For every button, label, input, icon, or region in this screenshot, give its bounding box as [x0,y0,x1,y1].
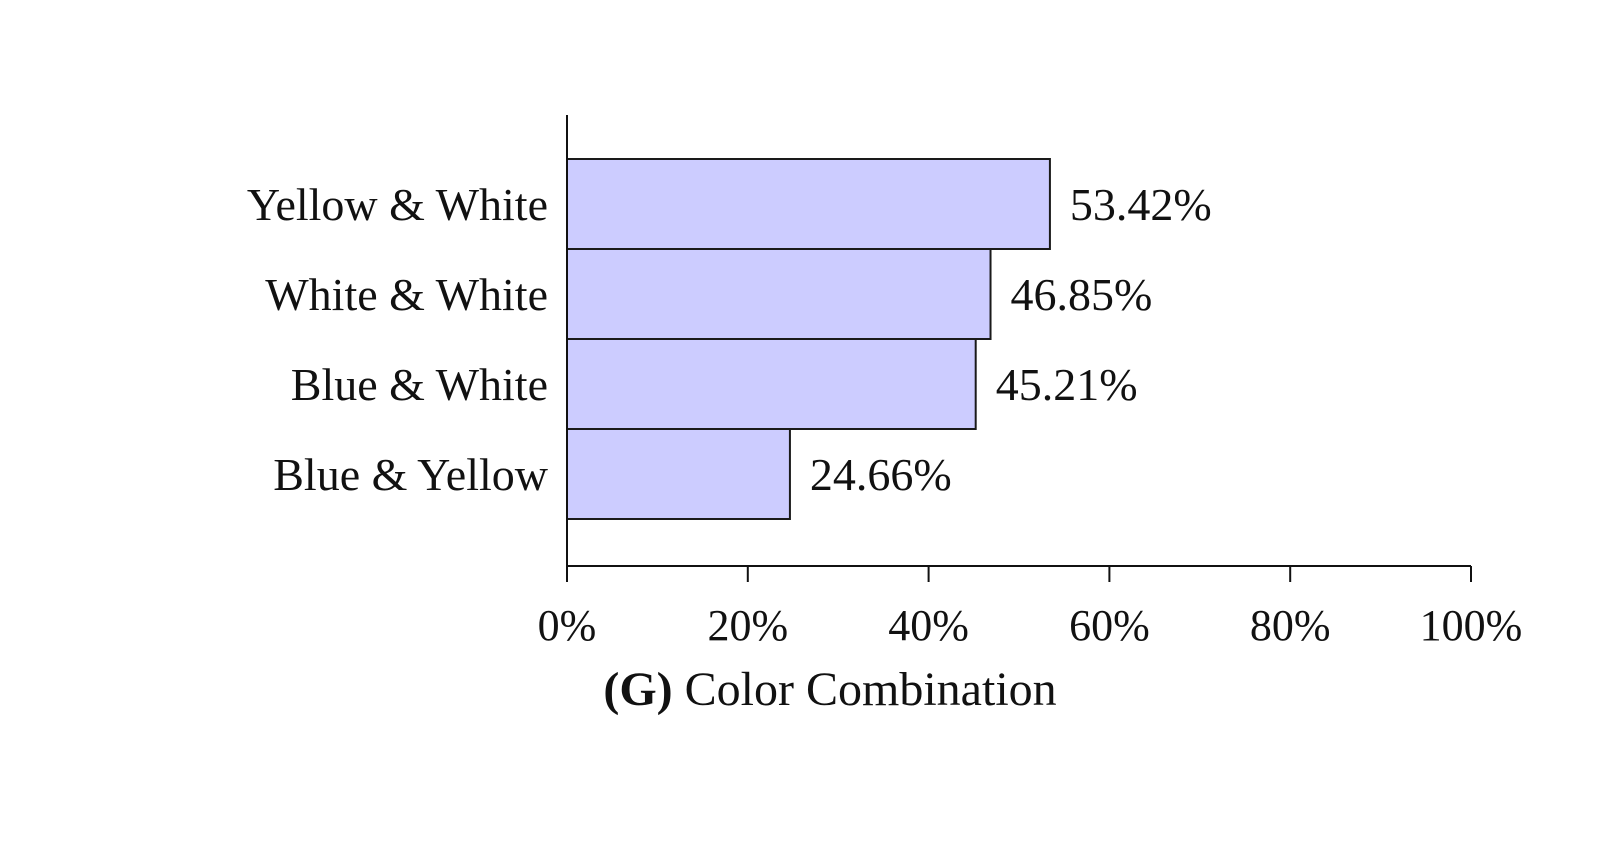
bar [566,158,1051,250]
x-tick-label: 80% [1250,601,1331,650]
bar [566,248,992,340]
category-label: Blue & Yellow [273,449,549,500]
x-tick-label: 40% [888,601,969,650]
x-tick-label: 100% [1420,601,1523,650]
value-label: 53.42% [1070,179,1212,230]
x-tick-label: 60% [1069,601,1150,650]
bars-layer [566,158,1051,520]
value-label: 45.21% [996,359,1138,410]
caption-prefix: (G) [603,663,672,716]
value-label: 46.85% [1011,269,1153,320]
category-label: Blue & White [291,359,548,410]
category-label: Yellow & White [247,179,548,230]
x-tick-label: 20% [707,601,788,650]
caption-text: Color Combination [685,663,1057,716]
labels-layer: Yellow & White 53.42% White & White 46.85% B… [247,179,1212,500]
bar [566,428,791,520]
category-label: White & White [265,269,548,320]
value-label: 24.66% [810,449,952,500]
bar [566,338,977,430]
axes-layer: 0% 20% 40% 60% 80% 100% [538,115,1523,650]
chart-caption: (G) Color Combination [603,663,1056,716]
x-tick-label: 0% [538,601,597,650]
